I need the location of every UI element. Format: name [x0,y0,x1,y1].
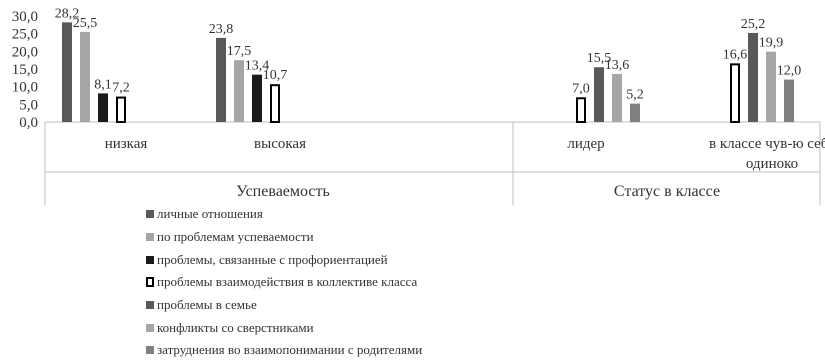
data-label: 10,7 [263,68,288,83]
legend-item: проблемы взаимодействия в коллективе кла… [146,271,422,294]
data-label: 5,2 [626,88,644,103]
category-label: высокая [254,136,306,152]
y-tick-label: 20,0 [12,44,38,60]
data-label: 17,5 [227,44,252,59]
data-label: 7,2 [112,81,130,96]
legend-item: конфликты со сверстниками [146,316,422,339]
group-label: Статус в классе [614,183,720,200]
y-tick-label: 25,0 [12,27,38,43]
y-tick-label: 5,0 [19,97,38,113]
bar [594,67,604,122]
bar [62,22,72,122]
legend-label: личные отношения [157,206,263,222]
bar [80,31,90,122]
bar [270,84,280,124]
legend-item: личные отношения [146,203,422,226]
legend-swatch [146,277,154,288]
y-tick-label: 10,0 [12,80,38,96]
legend-label: конфликты со сверстниками [157,319,314,335]
bar [630,103,640,122]
legend-swatch [146,346,154,355]
data-label: 13,6 [605,58,630,73]
legend-item: проблемы в семье [146,294,422,317]
category-label: в классе чув-ю себя одиноко [709,136,825,172]
data-label: 23,8 [209,22,234,37]
legend-swatch [146,255,154,264]
y-tick-label: 15,0 [12,62,38,78]
bar [612,73,622,122]
category-label: низкая [105,136,148,152]
data-label: 16,6 [723,47,748,62]
legend-swatch [146,210,154,219]
data-label: 25,5 [73,16,98,31]
y-tick-label: 0,0 [19,115,38,131]
group-label: Успеваемость [236,183,330,200]
bar [730,63,740,123]
bar [252,74,262,122]
data-label: 7,0 [572,81,590,96]
category-label: лидер [567,136,604,152]
bar [98,93,108,122]
legend-swatch [146,301,154,310]
chart-legend: личные отношения по проблемам успеваемост… [146,203,422,362]
bar [766,51,776,122]
legend-swatch [146,233,154,242]
legend-label: по проблемам успеваемости [157,229,314,245]
bar [216,37,226,123]
legend-label: проблемы в семье [157,297,257,313]
legend-label: проблемы взаимодействия в коллективе кла… [157,274,418,290]
data-label: 15,5 [587,51,612,66]
legend-item: проблемы, связанные с профориентацией [146,248,422,271]
data-label: 19,9 [759,36,784,51]
bar [748,32,758,122]
bar [116,96,126,123]
data-label: 28,2 [55,6,80,21]
data-label: 25,2 [741,17,766,32]
data-label: 12,0 [777,64,802,79]
legend-item: затруднения во взаимопонимании с родител… [146,339,422,362]
legend-item: по проблемам успеваемости [146,226,422,249]
y-tick-label: 30,0 [12,9,38,25]
data-label: 13,4 [245,59,270,74]
bar [784,79,794,122]
legend-swatch [146,323,154,332]
bar [576,97,586,124]
data-label: 8,1 [94,77,112,92]
legend-label: затруднения во взаимопонимании с родител… [157,342,423,358]
legend-label: проблемы, связанные с профориентацией [157,251,388,267]
bar [234,60,244,122]
